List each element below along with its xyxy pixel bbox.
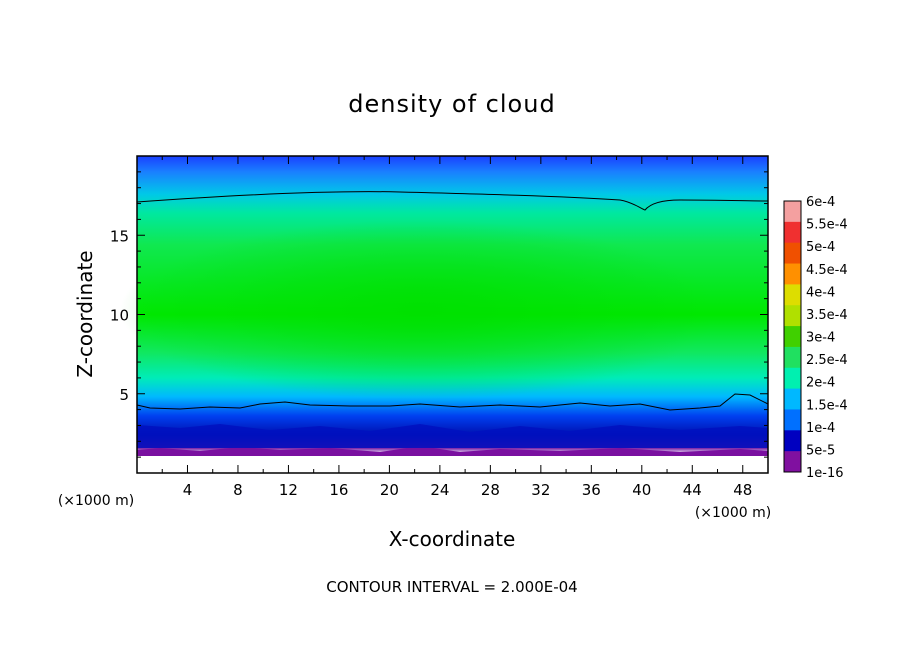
colorbar-frame: [783, 200, 802, 473]
colorbar-label: 5e-4: [806, 240, 835, 255]
contour-lower: [136, 393, 769, 411]
colorbar-label: 5.5e-4: [806, 218, 848, 233]
x-tick-label: 48: [733, 481, 752, 499]
x-tick-label: 44: [683, 481, 702, 499]
x-tick-label: 40: [632, 481, 651, 499]
z-tick-label: 5: [119, 386, 129, 404]
colorbar-label: 3.5e-4: [806, 308, 848, 323]
cloud-base-purple: [137, 446, 768, 456]
colorbar-swatch: [784, 451, 801, 473]
colorbar: 6e-4 5.5e-4 5e-4 4.5e-4 4e-4 3.5e-4 3e-4 2.5e-4…: [783, 195, 848, 481]
colorbar-label: 2e-4: [806, 376, 835, 391]
colorbar-swatch: [784, 346, 801, 369]
colorbar-swatch: [784, 409, 801, 431]
plot-area: [120, 155, 769, 474]
colorbar-swatch: [784, 242, 801, 265]
colorbar-label: 1.5e-4: [806, 398, 848, 413]
contour-upper: [136, 191, 769, 211]
contour-interval-label: CONTOUR INTERVAL = 2.000E-04: [326, 578, 577, 596]
x-tick-label: 28: [481, 481, 500, 499]
colorbar-label: 6e-4: [806, 195, 835, 210]
colorbar-label: 4e-4: [806, 285, 835, 300]
x-tick-label: 20: [380, 481, 399, 499]
colorbar-label: 4.5e-4: [806, 263, 848, 278]
x-axis-title: X-coordinate: [389, 527, 516, 551]
x-tick-label: 32: [531, 481, 550, 499]
x-axis: 4 8 12 16 20 24 28 32 36 40 44 48: [161, 156, 769, 499]
z-tick-label: 15: [110, 227, 129, 245]
z-axis: 5 10 15: [110, 171, 768, 458]
colorbar-swatch: [784, 263, 801, 285]
colorbar-swatch: [784, 284, 801, 306]
colorbar-label: 5e-5: [806, 443, 835, 458]
colorbar-swatch: [784, 201, 801, 223]
x-tick-label: 12: [279, 481, 298, 499]
colorbar-swatch: [784, 430, 801, 452]
z-tick-label: 10: [110, 307, 129, 325]
colorbar-swatch: [784, 221, 801, 244]
x-tick-label: 24: [430, 481, 449, 499]
z-unit-label: (×1000 m): [58, 493, 134, 509]
x-tick-label: 16: [329, 481, 348, 499]
x-unit-label: (×1000 m): [695, 505, 771, 521]
colorbar-swatch: [784, 305, 801, 327]
colorbar-label: 2.5e-4: [806, 353, 848, 368]
colorbar-label: 1e-4: [806, 421, 835, 436]
x-tick-label: 8: [233, 481, 243, 499]
field-core: [120, 220, 720, 400]
x-tick-label: 4: [183, 481, 193, 499]
colorbar-swatch: [784, 367, 801, 390]
colorbar-swatch: [784, 326, 801, 348]
x-tick-label: 36: [582, 481, 601, 499]
colorbar-label: 3e-4: [806, 331, 835, 346]
cloud-dark-band: [137, 424, 768, 448]
z-axis-title: Z-coordinate: [73, 250, 97, 377]
colorbar-label: 1e-16: [806, 466, 844, 481]
chart-title: density of cloud: [348, 90, 555, 118]
colorbar-swatch: [784, 388, 801, 410]
